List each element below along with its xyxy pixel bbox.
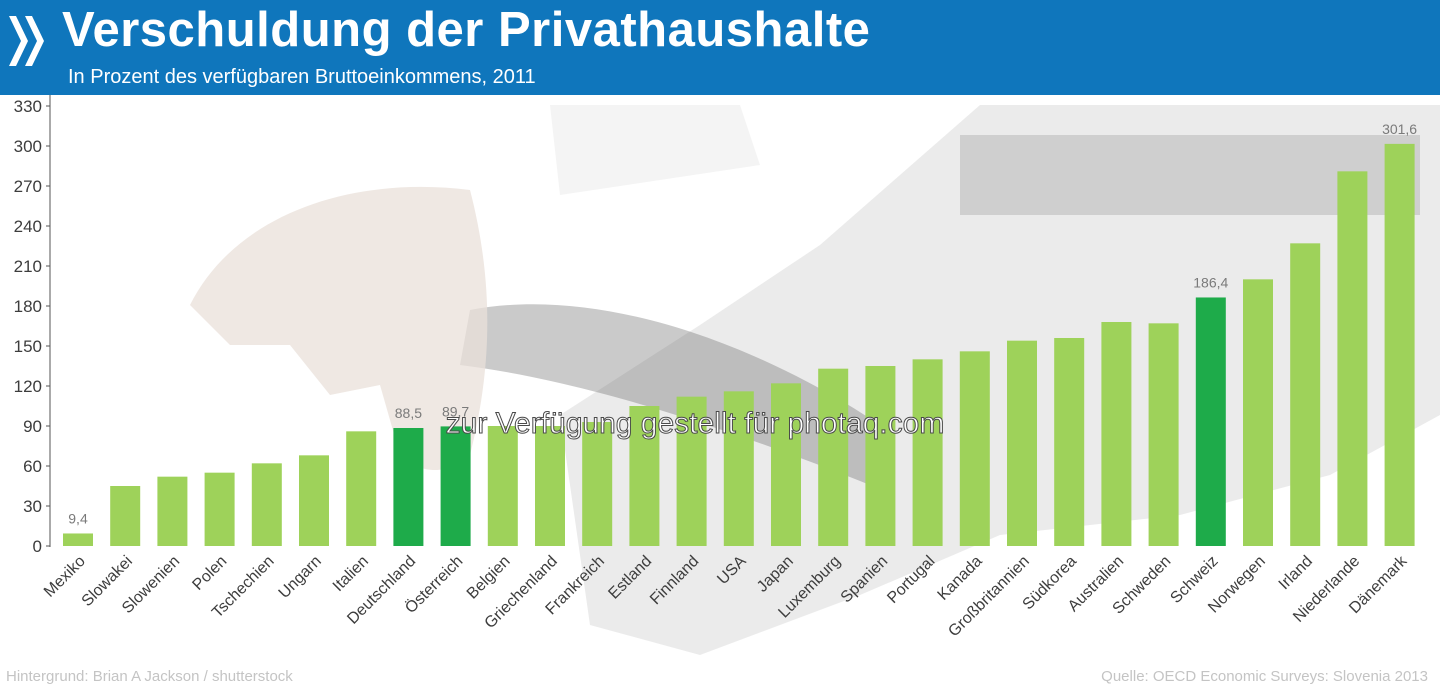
x-tick-label: Polen bbox=[189, 553, 230, 594]
bar-kanada bbox=[959, 351, 990, 546]
y-tick-label: 300 bbox=[14, 137, 42, 156]
header-bar: Verschuldung der Privathaushalte In Proz… bbox=[0, 0, 1440, 95]
bar-schweiz bbox=[1195, 297, 1226, 546]
photo-credit: Hintergrund: Brian A Jackson / shutterst… bbox=[6, 668, 293, 685]
bar-spanien bbox=[865, 366, 896, 546]
bar-estland bbox=[629, 406, 660, 546]
chart-subtitle: In Prozent des verfügbaren Bruttoeinkomm… bbox=[68, 66, 536, 88]
bar-ungarn bbox=[299, 455, 329, 546]
x-tick-label: Mexiko bbox=[41, 553, 89, 601]
bar-tschechien bbox=[251, 463, 282, 546]
bar-japan bbox=[771, 383, 801, 546]
source-note: Quelle: OECD Economic Surveys: Slovenia … bbox=[1101, 668, 1428, 685]
bar-irland bbox=[1290, 243, 1321, 547]
bar-polen bbox=[204, 472, 235, 546]
data-label-mexiko: 9,4 bbox=[68, 510, 88, 526]
bar-italien bbox=[346, 431, 377, 546]
bar-australien bbox=[1101, 322, 1132, 546]
bar-griechenland bbox=[535, 426, 565, 546]
bar-niederlande bbox=[1337, 171, 1368, 546]
watermark: zur Verfügung gestellt für photaq.com bbox=[446, 407, 945, 440]
y-tick-label: 210 bbox=[14, 257, 42, 276]
y-tick-label: 150 bbox=[14, 337, 42, 356]
data-label-österreich: 89,7 bbox=[442, 403, 469, 419]
bar-finnland bbox=[676, 396, 707, 546]
bar-österreich bbox=[440, 426, 471, 546]
y-tick-label: 330 bbox=[14, 97, 42, 116]
bar-dänemark bbox=[1384, 143, 1415, 546]
bars: 9,4 88,5 89,7 186,4 301,6 bbox=[63, 121, 1417, 547]
bar-chart: 0 30 60 90 120 150 180 210 240 270 300 330 9,4 88,5 8… bbox=[14, 95, 1440, 655]
bar-deutschland bbox=[393, 428, 424, 546]
bar-frankreich bbox=[582, 422, 613, 546]
y-tick-label: 240 bbox=[14, 217, 42, 236]
y-axis: 0 30 60 90 120 150 180 210 240 270 300 330 bbox=[14, 95, 51, 556]
bar-usa bbox=[723, 391, 754, 546]
y-tick-label: 270 bbox=[14, 177, 42, 196]
x-tick-label: Irland bbox=[1276, 553, 1316, 593]
bar-südkorea bbox=[1054, 338, 1085, 546]
y-tick-label: 60 bbox=[23, 457, 42, 476]
bar-norwegen bbox=[1243, 279, 1273, 546]
bar-portugal bbox=[912, 359, 943, 546]
y-tick-label: 30 bbox=[23, 497, 42, 516]
x-tick-label: Ungarn bbox=[276, 553, 325, 602]
y-tick-label: 120 bbox=[14, 377, 42, 396]
bar-belgien bbox=[487, 426, 518, 546]
y-tick-label: 90 bbox=[23, 417, 42, 436]
bar-luxemburg bbox=[818, 368, 849, 546]
data-label-dänemark: 301,6 bbox=[1382, 121, 1417, 137]
oecd-chevron-logo-icon bbox=[9, 16, 44, 66]
bar-schweden bbox=[1148, 323, 1179, 546]
bar-mexiko bbox=[63, 533, 93, 546]
x-tick-label: Italien bbox=[330, 553, 372, 595]
y-tick-label: 180 bbox=[14, 297, 42, 316]
bar-slowakei bbox=[110, 486, 141, 546]
data-label-schweiz: 186,4 bbox=[1193, 274, 1228, 290]
data-label-deutschland: 88,5 bbox=[395, 405, 422, 421]
y-tick-label: 0 bbox=[33, 537, 42, 556]
bar-slowenien bbox=[157, 476, 188, 546]
x-tick-label: Großbritannien bbox=[945, 553, 1032, 640]
chart-title: Verschuldung der Privathaushalte bbox=[62, 3, 871, 57]
bar-großbritannien bbox=[1007, 340, 1037, 546]
